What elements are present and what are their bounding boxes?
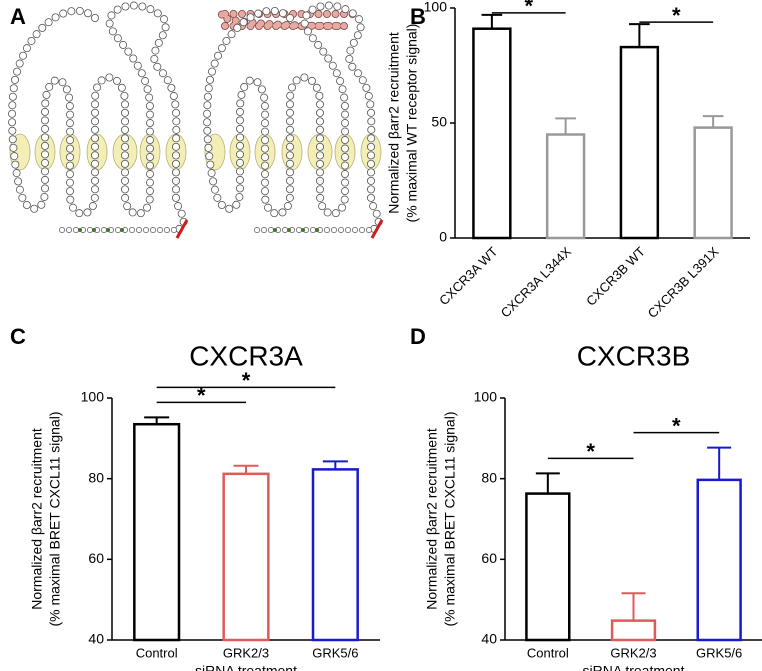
bar	[525, 492, 571, 642]
y-axis-label: Normalized βarr2 recruitment	[424, 428, 440, 610]
y-tick-label: 40	[481, 631, 497, 647]
panel-label: D	[410, 324, 426, 349]
error-bar	[629, 23, 650, 48]
receptor-diagram	[205, 6, 382, 238]
bar	[472, 27, 512, 240]
bar	[693, 126, 733, 240]
bar-chart: CXCR3A 40 60 80 100 Normalized βarr2 recruitm…	[29, 340, 380, 671]
bar	[545, 133, 586, 240]
receptor-diagram	[8, 1, 189, 239]
error-bar	[707, 446, 732, 480]
bar	[222, 472, 270, 642]
x-tick-label: Control	[527, 645, 569, 660]
x-tick-label: GRK5/6	[696, 645, 742, 660]
error-bar	[702, 115, 724, 128]
x-tick-label: CXCR3A WT	[436, 244, 500, 308]
x-tick-label: CXCR3B WT	[583, 244, 648, 309]
error-bar	[535, 472, 560, 494]
error-bar	[555, 117, 576, 135]
y-tick-label: 50	[431, 114, 447, 130]
chart-title: CXCR3B	[577, 340, 691, 371]
y-axis-label: (% maximal BRET CXCL11 signal)	[47, 412, 63, 627]
y-tick-label: 40	[88, 631, 104, 647]
bar-chart: 0 50 100 Normalized βarr2 recruitment (% max…	[386, 0, 750, 321]
bar	[610, 619, 657, 642]
panel-label: C	[10, 324, 26, 349]
x-tick-label: Control	[136, 645, 178, 660]
y-tick-label: 80	[481, 469, 497, 485]
significance-star: *	[672, 3, 681, 28]
bar	[311, 468, 359, 642]
bar-chart: CXCR3B 40 60 80 100 Normalized βarr2 recruitm…	[424, 340, 762, 671]
significance-star: *	[586, 439, 595, 464]
y-tick-label: 60	[481, 550, 497, 566]
x-tick-label: GRK2/3	[223, 645, 269, 660]
bar	[133, 422, 181, 642]
error-bar	[621, 592, 646, 621]
y-axis-label: (% maximal BRET CXCL11 signal)	[442, 412, 458, 627]
x-axis-label: siRNA treatment	[195, 663, 297, 671]
error-bar	[144, 416, 170, 425]
significance-star: *	[242, 368, 251, 393]
significance-star: *	[672, 413, 681, 438]
error-bar	[233, 464, 259, 474]
x-tick-label: GRK5/6	[312, 645, 358, 660]
y-tick-label: 100	[81, 389, 105, 405]
significance-star: *	[524, 0, 533, 19]
y-tick-label: 80	[88, 469, 104, 485]
snake-plot-diagram	[8, 1, 382, 239]
error-bar	[322, 460, 348, 470]
x-tick-label: CXCR3B L391X	[645, 244, 722, 321]
significance-star: *	[197, 383, 206, 408]
y-tick-label: 100	[424, 0, 448, 15]
panel-label: B	[410, 4, 426, 29]
chart-title: CXCR3A	[189, 340, 303, 371]
x-tick-label: GRK2/3	[610, 645, 656, 660]
panel-label: A	[10, 4, 26, 29]
bar	[696, 478, 742, 642]
y-tick-label: 0	[439, 229, 447, 245]
y-tick-label: 60	[88, 550, 104, 566]
y-axis-label: (% maximal WT receptor signal)	[404, 24, 420, 223]
bar	[619, 45, 660, 240]
error-bar	[481, 13, 503, 29]
y-axis-label: Normalized βarr2 recruitment	[29, 428, 45, 610]
y-tick-label: 100	[474, 389, 498, 405]
x-axis-label: siRNA treatment	[583, 663, 685, 671]
y-axis-label: Normalized βarr2 recruitment	[386, 32, 402, 214]
x-tick-label: CXCR3A L344X	[498, 244, 575, 321]
